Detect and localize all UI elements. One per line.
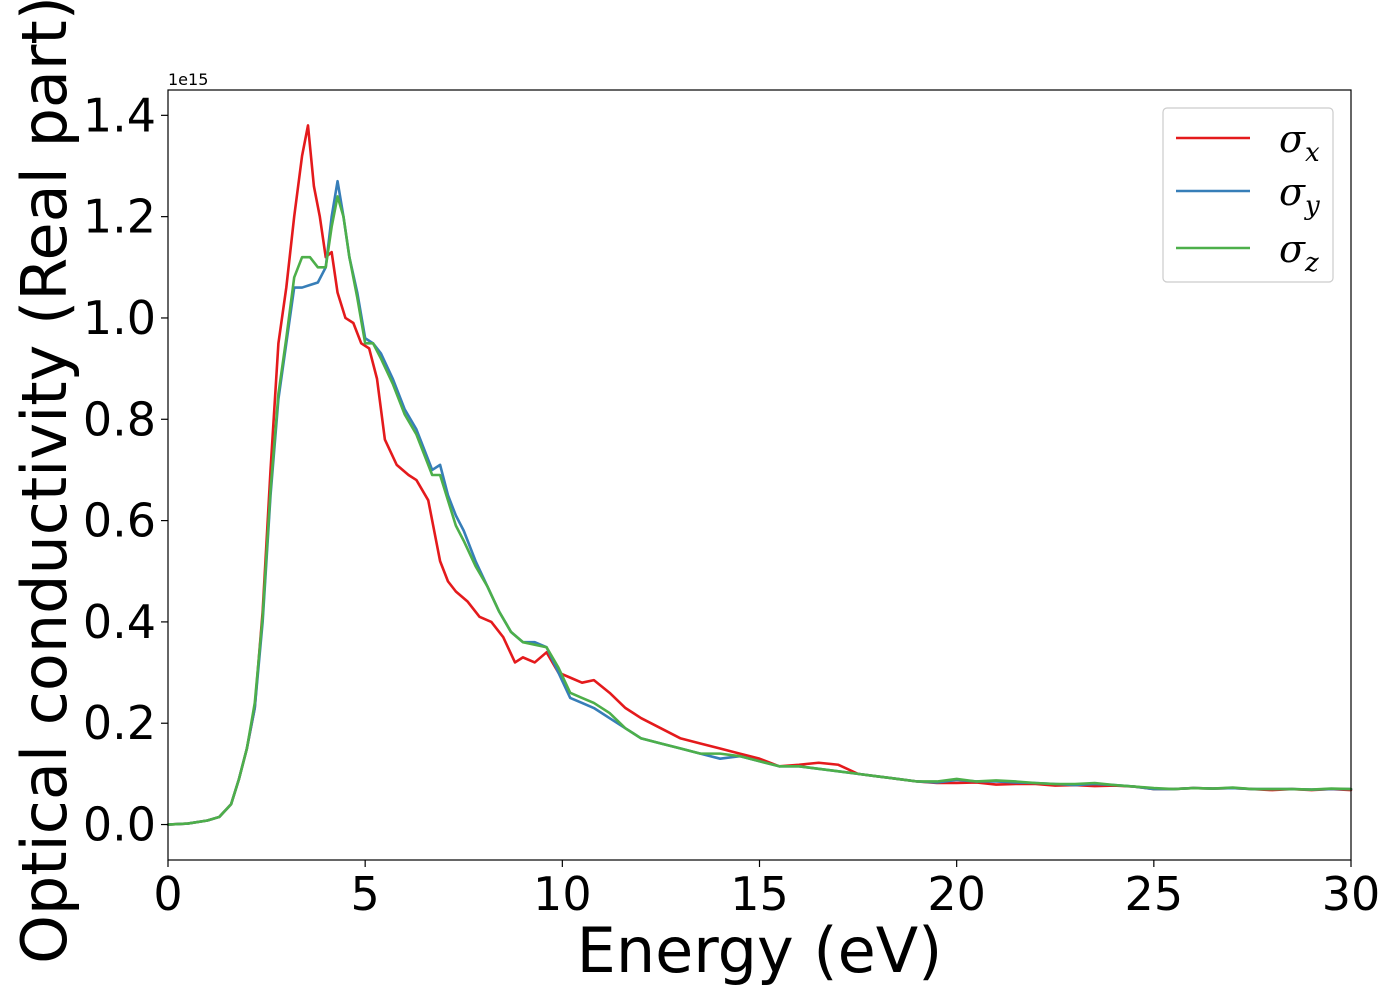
y-tick-label: 0.0	[83, 798, 156, 852]
legend-entry-y: σy	[1279, 170, 1320, 221]
x-tick-label: 25	[1125, 867, 1184, 921]
legend-entry-z: σz	[1279, 227, 1319, 278]
y-tick-label: 0.6	[83, 494, 156, 548]
legend-symbol: σ	[1279, 227, 1306, 271]
series-layer	[166, 124, 1353, 826]
x-tick-label: 15	[730, 867, 789, 921]
x-axis-ticks: 0 5 10 15 20 25 30	[153, 860, 1380, 921]
x-tick-label: 10	[533, 867, 592, 921]
legend-subscript: y	[1304, 191, 1320, 221]
legend-subscript: z	[1304, 248, 1319, 278]
y-axis-label: Optical conductivity (Real part)	[8, 0, 81, 964]
legend-box	[1162, 107, 1334, 283]
y-tick-label: 0.4	[83, 595, 156, 649]
legend-subscript: x	[1305, 138, 1320, 168]
y-tick-label: 1.0	[83, 291, 156, 345]
y-tick-label: 1.4	[83, 88, 156, 142]
y-axis-ticks: 0.0 0.2 0.4 0.6 0.8 1.0 1.2 1.4	[83, 88, 168, 852]
x-tick-label: 5	[351, 867, 380, 921]
x-tick-label: 30	[1322, 867, 1381, 921]
legend-symbol: σ	[1279, 170, 1306, 214]
legend-symbol: σ	[1279, 117, 1306, 161]
x-tick-label: 20	[927, 867, 986, 921]
x-axis-label: Energy (eV)	[577, 914, 943, 987]
y-tick-label: 0.8	[83, 392, 156, 446]
y-tick-label: 0.2	[83, 696, 156, 750]
x-tick-label: 0	[153, 867, 182, 921]
series-line-z	[166, 195, 1353, 826]
y-offset-label: 1e15	[168, 70, 208, 89]
y-tick-label: 1.2	[83, 190, 156, 244]
legend-entry-x: σx	[1279, 117, 1320, 168]
